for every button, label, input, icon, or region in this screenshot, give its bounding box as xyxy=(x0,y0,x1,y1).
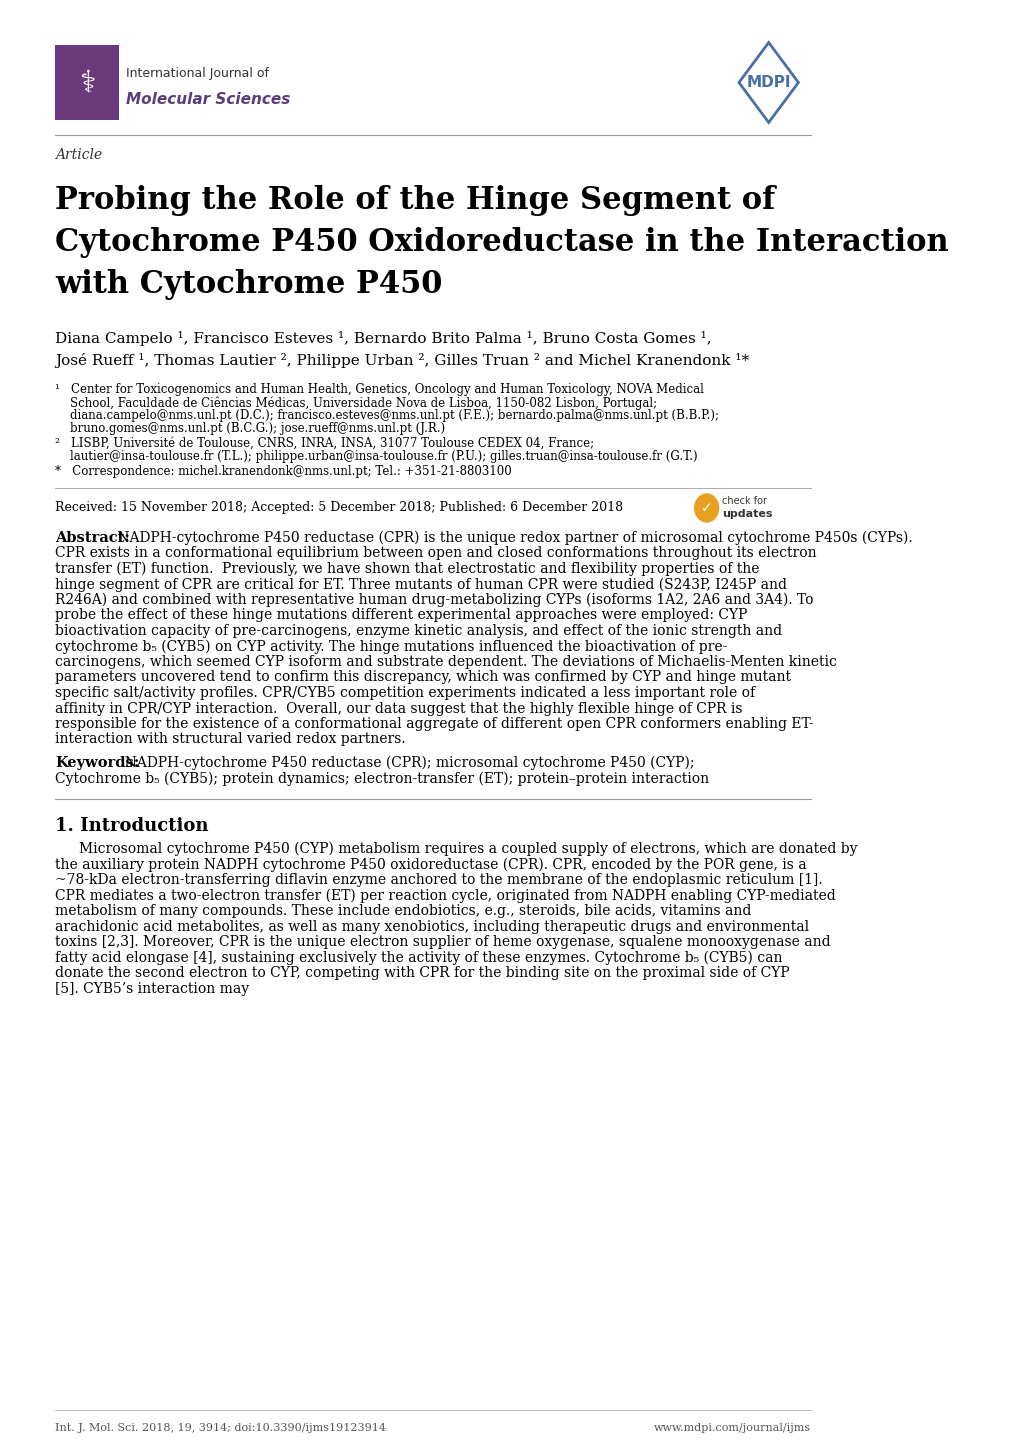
Text: NADPH-cytochrome P450 reductase (CPR) is the unique redox partner of microsomal : NADPH-cytochrome P450 reductase (CPR) is… xyxy=(113,531,912,545)
Text: parameters uncovered tend to confirm this discrepancy, which was confirmed by CY: parameters uncovered tend to confirm thi… xyxy=(55,671,791,685)
Text: cytochrome b₅ (CYB5) on CYP activity. The hinge mutations influenced the bioacti: cytochrome b₅ (CYB5) on CYP activity. Th… xyxy=(55,639,727,653)
Text: probe the effect of these hinge mutations different experimental approaches were: probe the effect of these hinge mutation… xyxy=(55,609,747,623)
Text: CPR exists in a conformational equilibrium between open and closed conformations: CPR exists in a conformational equilibri… xyxy=(55,547,816,561)
Text: Cytochrome P450 Oxidoreductase in the Interaction: Cytochrome P450 Oxidoreductase in the In… xyxy=(55,226,948,258)
Text: *   Correspondence: michel.kranendonk@nms.unl.pt; Tel.: +351-21-8803100: * Correspondence: michel.kranendonk@nms.… xyxy=(55,464,512,477)
Text: with Cytochrome P450: with Cytochrome P450 xyxy=(55,270,442,300)
Text: responsible for the existence of a conformational aggregate of different open CP: responsible for the existence of a confo… xyxy=(55,717,813,731)
Text: Microsomal cytochrome P450 (CYP) metabolism requires a coupled supply of electro: Microsomal cytochrome P450 (CYP) metabol… xyxy=(78,842,857,857)
Text: Int. J. Mol. Sci. 2018, 19, 3914; doi:10.3390/ijms19123914: Int. J. Mol. Sci. 2018, 19, 3914; doi:10… xyxy=(55,1423,386,1433)
Text: [5]. CYB5’s interaction may: [5]. CYB5’s interaction may xyxy=(55,982,249,995)
Text: metabolism of many compounds. These include endobiotics, e.g., steroids, bile ac: metabolism of many compounds. These incl… xyxy=(55,904,751,919)
Text: CPR mediates a two-electron transfer (ET) per reaction cycle, originated from NA: CPR mediates a two-electron transfer (ET… xyxy=(55,888,836,903)
Text: specific salt/activity profiles. CPR/CYB5 competition experiments indicated a le: specific salt/activity profiles. CPR/CYB… xyxy=(55,686,755,699)
Text: Cytochrome b₅ (CYB5); protein dynamics; electron-transfer (ET); protein–protein : Cytochrome b₅ (CYB5); protein dynamics; … xyxy=(55,771,708,786)
Text: www.mdpi.com/journal/ijms: www.mdpi.com/journal/ijms xyxy=(653,1423,810,1433)
Text: R246A) and combined with representative human drug-metabolizing CYPs (isoforms 1: R246A) and combined with representative … xyxy=(55,593,813,607)
Text: Diana Campelo ¹, Francisco Esteves ¹, Bernardo Brito Palma ¹, Bruno Costa Gomes : Diana Campelo ¹, Francisco Esteves ¹, Be… xyxy=(55,332,711,346)
Text: donate the second electron to CYP, competing with CPR for the binding site on th: donate the second electron to CYP, compe… xyxy=(55,966,789,981)
Text: carcinogens, which seemed CYP isoform and substrate dependent. The deviations of: carcinogens, which seemed CYP isoform an… xyxy=(55,655,837,669)
Text: bruno.gomes@nms.unl.pt (B.C.G.); jose.rueff@nms.unl.pt (J.R.): bruno.gomes@nms.unl.pt (B.C.G.); jose.ru… xyxy=(55,423,445,435)
Text: ✓: ✓ xyxy=(700,500,712,515)
Text: affinity in CPR/CYP interaction.  Overall, our data suggest that the highly flex: affinity in CPR/CYP interaction. Overall… xyxy=(55,701,742,715)
Text: bioactivation capacity of pre-carcinogens, enzyme kinetic analysis, and effect o: bioactivation capacity of pre-carcinogen… xyxy=(55,624,782,637)
Text: NADPH-cytochrome P450 reductase (CPR); microsomal cytochrome P450 (CYP);: NADPH-cytochrome P450 reductase (CPR); m… xyxy=(116,756,694,770)
Text: transfer (ET) function.  Previously, we have shown that electrostatic and flexib: transfer (ET) function. Previously, we h… xyxy=(55,562,759,577)
Text: ~78-kDa electron-transferring diflavin enzyme anchored to the membrane of the en: ~78-kDa electron-transferring diflavin e… xyxy=(55,872,822,887)
Text: updates: updates xyxy=(721,509,771,519)
Text: ¹   Center for Toxicogenomics and Human Health, Genetics, Oncology and Human Tox: ¹ Center for Toxicogenomics and Human He… xyxy=(55,384,703,397)
Text: arachidonic acid metabolites, as well as many xenobiotics, including therapeutic: arachidonic acid metabolites, as well as… xyxy=(55,920,808,933)
Text: the auxiliary protein NADPH cytochrome P450 oxidoreductase (CPR). CPR, encoded b: the auxiliary protein NADPH cytochrome P… xyxy=(55,858,806,872)
Text: toxins [2,3]. Moreover, CPR is the unique electron supplier of heme oxygenase, s: toxins [2,3]. Moreover, CPR is the uniqu… xyxy=(55,934,830,949)
Text: Received: 15 November 2018; Accepted: 5 December 2018; Published: 6 December 201: Received: 15 November 2018; Accepted: 5 … xyxy=(55,500,623,513)
Text: School, Faculdade de Ciências Médicas, Universidade Nova de Lisboa, 1150-082 Lis: School, Faculdade de Ciências Médicas, U… xyxy=(55,397,656,410)
Text: International Journal of: International Journal of xyxy=(125,66,268,79)
Bar xyxy=(55,45,119,120)
Text: 1. Introduction: 1. Introduction xyxy=(55,818,209,835)
Text: interaction with structural varied redox partners.: interaction with structural varied redox… xyxy=(55,733,406,747)
Text: Molecular Sciences: Molecular Sciences xyxy=(125,92,289,108)
Text: lautier@insa-toulouse.fr (T.L.); philippe.urban@insa-toulouse.fr (P.U.); gilles.: lautier@insa-toulouse.fr (T.L.); philipp… xyxy=(55,450,697,463)
Text: Article: Article xyxy=(55,149,102,162)
Text: MDPI: MDPI xyxy=(746,75,790,89)
Text: Abstract:: Abstract: xyxy=(55,531,130,545)
Text: diana.campelo@nms.unl.pt (D.C.); francisco.esteves@nms.unl.pt (F.E.); bernardo.p: diana.campelo@nms.unl.pt (D.C.); francis… xyxy=(55,410,718,423)
Text: ²   LISBP, Université de Toulouse, CNRS, INRA, INSA, 31077 Toulouse CEDEX 04, Fr: ² LISBP, Université de Toulouse, CNRS, I… xyxy=(55,437,594,450)
Text: check for: check for xyxy=(721,496,766,506)
Text: Keywords:: Keywords: xyxy=(55,756,140,770)
Text: ⚕: ⚕ xyxy=(78,68,95,97)
Text: José Rueff ¹, Thomas Lautier ², Philippe Urban ², Gilles Truan ² and Michel Kran: José Rueff ¹, Thomas Lautier ², Philippe… xyxy=(55,353,749,368)
Circle shape xyxy=(694,495,717,522)
Text: Probing the Role of the Hinge Segment of: Probing the Role of the Hinge Segment of xyxy=(55,185,774,216)
Text: fatty acid elongase [4], sustaining exclusively the activity of these enzymes. C: fatty acid elongase [4], sustaining excl… xyxy=(55,950,782,965)
Text: hinge segment of CPR are critical for ET. Three mutants of human CPR were studie: hinge segment of CPR are critical for ET… xyxy=(55,577,787,591)
